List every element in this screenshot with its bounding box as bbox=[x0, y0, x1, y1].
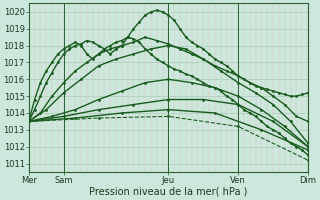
X-axis label: Pression niveau de la mer( hPa ): Pression niveau de la mer( hPa ) bbox=[89, 187, 248, 197]
